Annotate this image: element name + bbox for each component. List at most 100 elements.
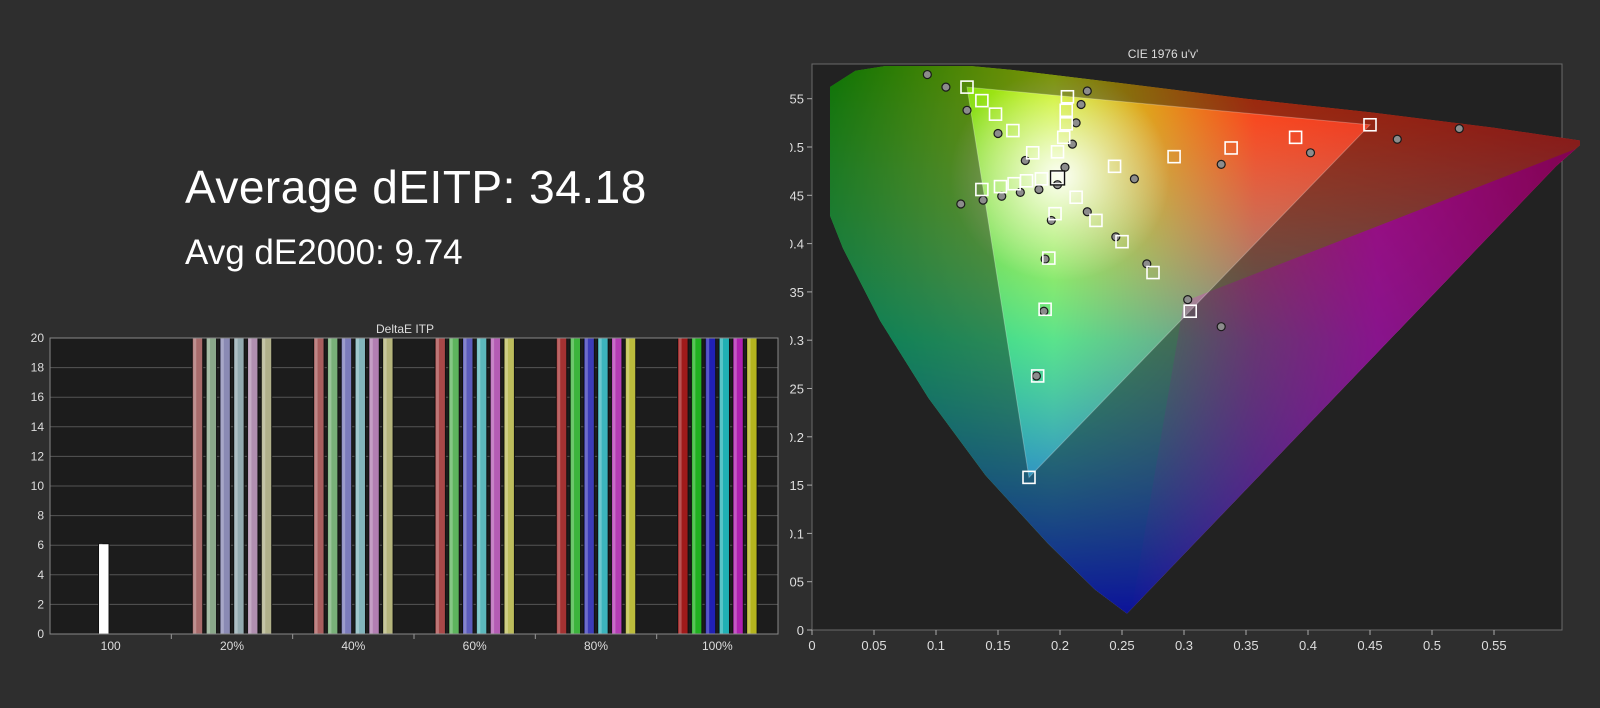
measured-point <box>993 128 1003 139</box>
target-square <box>975 93 989 108</box>
x-tick-label: 20% <box>220 639 244 653</box>
target-square <box>1056 130 1071 145</box>
bar-chart-title: DeltaE ITP <box>376 322 434 336</box>
x-tick-label: 0.15 <box>985 638 1010 653</box>
x-tick-label: 0 <box>808 638 815 653</box>
target-square <box>1048 206 1062 221</box>
measured-point <box>978 195 988 205</box>
bar-highlight <box>477 338 481 634</box>
bar-highlight <box>193 338 197 634</box>
bar-highlight <box>342 338 346 634</box>
measured-point <box>922 69 932 80</box>
bar-highlight <box>584 338 588 634</box>
bar-highlight <box>598 338 602 634</box>
y-tick-label: 0 <box>37 627 44 641</box>
y-tick-label: 0.55 <box>790 92 804 107</box>
y-tick-label: 0.5 <box>790 140 804 155</box>
y-tick-label: 18 <box>31 361 45 375</box>
target-square <box>1030 369 1045 383</box>
bar-highlight <box>99 543 103 634</box>
measured-point <box>1216 159 1226 169</box>
target-square <box>1025 145 1040 160</box>
x-tick-label: 40% <box>341 639 365 653</box>
y-tick-label: 0.1 <box>790 526 804 541</box>
target-square <box>1038 302 1052 317</box>
x-tick-label: 60% <box>463 639 487 653</box>
measured-point <box>1031 371 1042 381</box>
bar-highlight <box>491 338 495 634</box>
bar-highlight <box>692 338 696 634</box>
bar-highlight <box>355 338 359 634</box>
target-square <box>1363 117 1377 132</box>
target-square <box>1224 141 1238 155</box>
y-tick-label: 0.35 <box>790 285 804 300</box>
x-tick-label: 100 <box>101 639 121 653</box>
white-point-square <box>1049 170 1066 186</box>
target-square <box>1107 159 1122 174</box>
y-tick-label: 0.4 <box>790 237 804 252</box>
target-square <box>1167 149 1181 164</box>
x-tick-label: 0.4 <box>1299 638 1317 653</box>
target-square <box>1060 89 1075 104</box>
measured-point <box>1076 99 1086 110</box>
measured-point <box>1082 86 1092 96</box>
y-tick-label: 0.05 <box>790 575 804 590</box>
measured-point <box>1020 155 1030 166</box>
target-square <box>993 179 1008 194</box>
target-square <box>1059 117 1074 131</box>
y-tick-label: 14 <box>31 420 45 434</box>
bar-highlight <box>383 338 387 634</box>
bar-highlight <box>612 338 616 634</box>
cie-1976-chart: CIE 1976 u'v' 0 0.05 0.1 0.15 0.2 0.25 0.3 0.35… <box>790 47 1580 653</box>
target-square <box>1183 304 1198 319</box>
target-square <box>988 107 1003 121</box>
bar-highlight <box>733 338 737 634</box>
bar-highlight <box>449 338 453 634</box>
x-tick-label: 100% <box>702 639 733 653</box>
target-square <box>975 182 989 197</box>
y-tick-label: 0.45 <box>790 188 804 203</box>
measured-point <box>1216 322 1226 332</box>
gamut-triangle <box>966 86 1372 479</box>
measured-point <box>1392 134 1402 144</box>
measured-point <box>997 191 1007 201</box>
measured-point <box>1060 162 1070 172</box>
x-tick-label: 0.25 <box>1109 638 1134 653</box>
x-tick-label: 0.35 <box>1233 638 1258 653</box>
target-square <box>1034 172 1049 186</box>
y-tick-label: 0.25 <box>790 382 804 397</box>
bar-highlight <box>463 338 467 634</box>
bar-highlight <box>678 338 682 634</box>
bar-highlight <box>262 338 266 634</box>
y-tick-label: 6 <box>37 538 44 552</box>
x-tick-label: 0.45 <box>1357 638 1382 653</box>
bar-highlight <box>571 338 575 634</box>
target-square <box>1050 171 1065 185</box>
bar-plot-border <box>49 337 779 635</box>
bar-highlight <box>328 338 332 634</box>
bar-highlight <box>747 338 751 634</box>
x-tick-label: 0.2 <box>1051 638 1069 653</box>
x-tick-label: 80% <box>584 639 608 653</box>
target-square <box>1059 103 1074 118</box>
y-tick-label: 12 <box>31 449 45 463</box>
measured-point <box>1071 118 1081 128</box>
y-tick-label: 8 <box>37 509 44 523</box>
target-square <box>1050 145 1065 159</box>
measured-point <box>941 82 951 92</box>
bar-highlight <box>207 338 211 634</box>
locus-white-glow <box>950 70 1170 281</box>
measured-point <box>1039 306 1049 316</box>
target-square <box>1288 130 1303 145</box>
y-tick-label: 0 <box>797 623 804 638</box>
target-square <box>1115 234 1129 249</box>
target-square <box>1042 251 1056 265</box>
x-tick-label: 0.3 <box>1175 638 1193 653</box>
bar-highlight <box>435 338 439 634</box>
measured-point <box>962 105 972 115</box>
x-tick-label: 0.1 <box>927 638 945 653</box>
measured-point <box>1183 295 1193 305</box>
bar-highlight <box>234 338 238 634</box>
y-tick-label: 0.15 <box>790 478 804 493</box>
target-square <box>1019 174 1034 188</box>
